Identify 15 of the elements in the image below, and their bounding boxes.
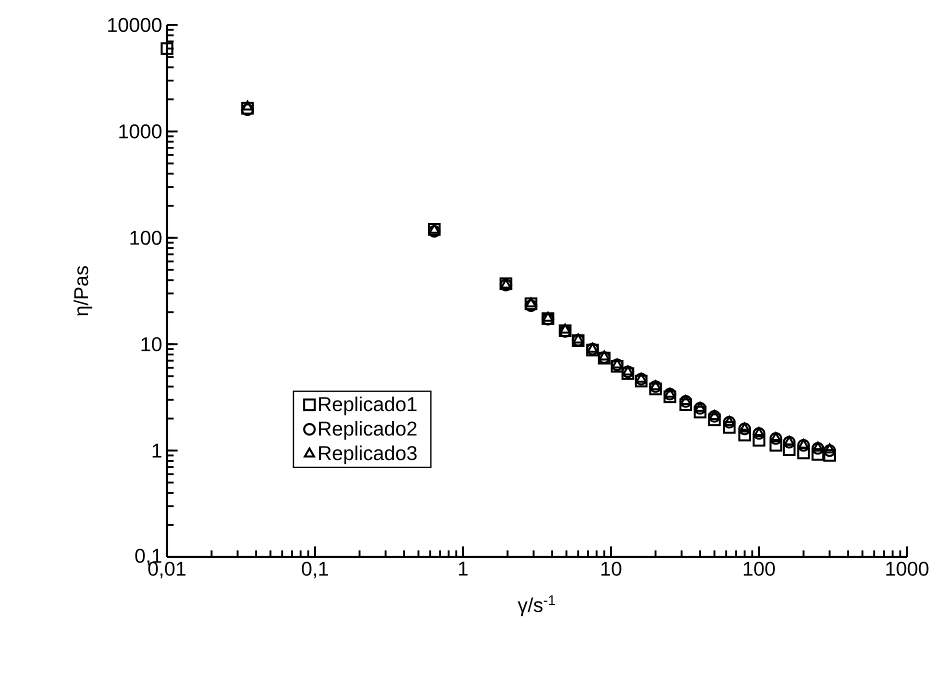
legend-label: Replicado1	[319, 396, 417, 416]
legend-label: Replicado3	[319, 446, 417, 464]
y-axis-title: η/Pas	[74, 266, 92, 316]
x-tick-label: 1	[458, 562, 468, 576]
y-tick-label: 10000	[108, 18, 162, 32]
legend-label: Replicado2	[319, 421, 417, 440]
x-tick-label: 0,1	[302, 562, 328, 578]
y-tick-label: 100	[130, 230, 162, 245]
x-axis-title: γ/s$^{-1}$	[518, 595, 555, 616]
y-tick-label: 1000	[119, 124, 162, 138]
x-tick-label: 10	[601, 562, 622, 576]
x-tick-label: 1000	[886, 562, 928, 576]
x-tick-label: 100	[744, 562, 775, 576]
y-tick-label: 1	[152, 444, 162, 458]
y-tick-label: 10	[142, 337, 162, 352]
